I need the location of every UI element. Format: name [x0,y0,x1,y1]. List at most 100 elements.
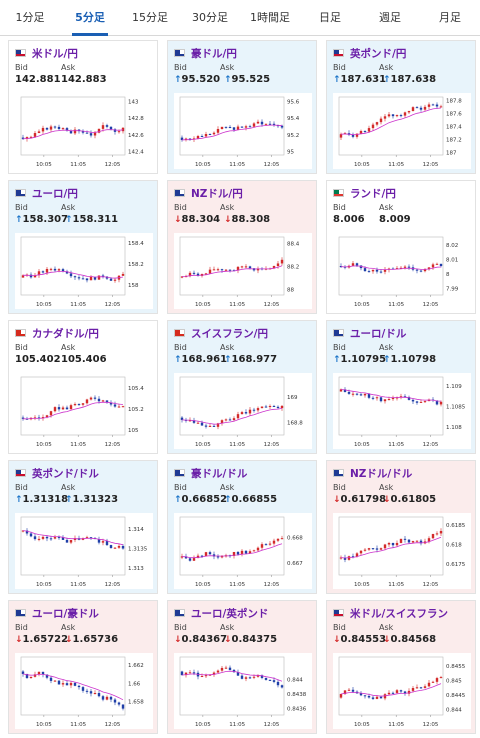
pair-name[interactable]: ユーロ/英ポンド [191,607,269,620]
tab-0[interactable]: 1分足 [15,11,45,24]
x-tick-label: 10:05 [354,722,370,728]
flag-za-icon [333,189,344,197]
candle-body [33,133,37,137]
pair-name[interactable]: ランド/円 [350,187,396,200]
tab-5[interactable]: 日足 [319,11,341,24]
pair-name[interactable]: ユーロ/豪ドル [32,607,99,620]
mini-candlestick-chart[interactable]: 1.314 1.3135 1.313 10:05 11:05 12:05 [15,513,153,589]
mini-candlestick-chart[interactable]: 0.6185 0.618 0.6175 10:05 11:05 12:05 [333,513,471,589]
rate-card[interactable]: 豪ドル/ドル Bid Ask ↑0.66852 ↑0.66855 0.668 0.667 10… [167,460,317,594]
x-tick-label: 11:05 [388,722,404,728]
rate-card[interactable]: ユーロ/英ポンド Bid Ask ↓0.84367 ↓0.84375 0.844 0.843… [167,600,317,734]
pair-name[interactable]: スイスフラン/円 [191,327,269,340]
pair-name[interactable]: 英ポンド/ドル [32,467,99,480]
candle-body [403,396,407,398]
mini-candlestick-chart[interactable]: 187.8 187.6 187.4 187.2 187 10:05 11:05 12:05 [333,93,471,169]
pair-name[interactable]: NZドル/円 [191,187,243,200]
mini-candlestick-chart[interactable]: 169 168.8 10:05 11:05 12:05 [174,373,312,449]
candle-body [37,131,41,134]
candle-body [399,690,403,692]
rate-card[interactable]: NZドル/円 Bid Ask ↓88.304 ↓88.308 88.4 88.2 88 10:0… [167,180,317,314]
x-tick-label: 11:05 [70,722,86,728]
rate-card[interactable]: ユーロ/円 Bid Ask ↑158.307 ↑158.311 158.4 158.2 158… [8,180,158,314]
mini-candlestick-chart[interactable]: 143 142.8 142.6 142.4 10:05 11:05 12:05 [15,93,153,169]
mini-candlestick-chart[interactable]: 1.109 1.1085 1.108 10:05 11:05 12:05 [333,373,471,449]
mini-candlestick-chart[interactable]: 8.02 8.01 8 7.99 10:05 11:05 12:05 [333,233,471,309]
mini-candlestick-chart[interactable]: 0.8455 0.845 0.8445 0.844 10:05 11:05 12:05 [333,653,471,729]
mini-candlestick-chart[interactable]: 105.4 105.2 105 10:05 11:05 12:05 [15,373,153,449]
bid-price: 187.631 [340,74,387,85]
candle-body [367,548,371,550]
pair-name[interactable]: NZドル/ドル [350,467,413,480]
candle-body [53,680,57,682]
candle-body [77,277,81,279]
candle-body [220,667,224,671]
mini-candlestick-chart[interactable]: 0.668 0.667 10:05 11:05 12:05 [174,513,312,589]
candle-body [121,545,125,549]
candle-body [419,270,423,272]
candle-body [236,126,240,130]
rate-card[interactable]: 米ドル/円 Bid Ask 142.881 142.883 143 142.8 142.6 14… [8,40,158,174]
y-tick-label: 95.2 [287,133,299,139]
ask-value: ↑1.31323 [65,494,118,505]
pair-name[interactable]: 英ポンド/円 [350,47,407,60]
candle-body [73,276,77,278]
rate-card[interactable]: ユーロ/豪ドル Bid Ask ↓1.65722 ↓1.65736 1.662 1.66 1.… [8,600,158,734]
mini-candlestick-chart[interactable]: 88.4 88.2 88 10:05 11:05 12:05 [174,233,312,309]
pair-name[interactable]: 米ドル/円 [32,47,78,60]
pair-name[interactable]: 豪ドル/ドル [191,467,248,480]
candle-body [109,545,113,549]
rate-card[interactable]: ランド/円 Bid Ask 8.006 8.009 8.02 8.01 8 7.99 10:05 1… [326,180,476,314]
direction-up-icon: ↑ [224,495,232,505]
candle-body [367,128,371,132]
tab-3[interactable]: 30分足 [192,11,228,24]
candle-body [252,409,256,411]
rate-card[interactable]: 英ポンド/円 Bid Ask ↑187.631 ↑187.638 187.8 187.6 18… [326,40,476,174]
pair-name[interactable]: カナダドル/円 [32,327,99,340]
candle-body [65,539,69,543]
candle-body [351,689,355,692]
candle-body [399,267,403,269]
candle-body [93,693,97,695]
candle-body [29,136,33,138]
candle-body [228,269,232,271]
candle-body [41,671,45,675]
mini-candlestick-chart[interactable]: 0.844 0.8438 0.8436 10:05 11:05 12:05 [174,653,312,729]
candle-body [343,690,347,694]
rate-card[interactable]: スイスフラン/円 Bid Ask ↑168.961 ↑168.977 169 168.8 10… [167,320,317,454]
tab-7[interactable]: 月足 [439,11,461,24]
candle-body [113,699,117,703]
candle-body [85,537,89,539]
candle-body [212,132,216,135]
pair-name[interactable]: 豪ドル/円 [191,47,237,60]
card-header: 米ドル/スイスフラン [333,606,448,620]
rate-card[interactable]: ユーロ/ドル Bid Ask ↑1.10795 ↑1.10798 1.109 1.1085 1… [326,320,476,454]
bid-value: ↓0.84553 [333,634,386,645]
tab-4[interactable]: 1時間足 [250,11,290,24]
rate-card[interactable]: カナダドル/円 Bid Ask 105.402 105.406 105.4 105.2 105… [8,320,158,454]
mini-candlestick-chart[interactable]: 95.6 95.4 95.2 95 10:05 11:05 12:05 [174,93,312,169]
rate-card[interactable]: 豪ドル/円 Bid Ask ↑95.520 ↑95.525 95.6 95.4 95.2 95 1… [167,40,317,174]
tab-2[interactable]: 15分足 [132,11,168,24]
tab-1[interactable]: 5分足 [60,0,120,36]
pair-name[interactable]: 米ドル/スイスフラン [350,607,449,620]
candle-body [208,674,212,676]
rate-card[interactable]: 英ポンド/ドル Bid Ask ↑1.31318 ↑1.31323 1.314 1.3135… [8,460,158,594]
pair-name[interactable]: ユーロ/ドル [350,327,407,340]
moving-average-line [22,401,124,420]
candle-body [25,137,29,139]
bid-price: 1.65722 [22,634,69,645]
pair-name[interactable]: ユーロ/円 [32,187,78,200]
candle-body [25,530,29,534]
rate-card[interactable]: NZドル/ドル Bid Ask ↓0.61798 ↓0.61805 0.6185 0.618… [326,460,476,594]
mini-candlestick-chart[interactable]: 158.4 158.2 158 10:05 11:05 12:05 [15,233,153,309]
candle-body [101,400,105,402]
mini-candlestick-chart[interactable]: 1.662 1.66 1.658 10:05 11:05 12:05 [15,653,153,729]
ask-label: Ask [61,63,76,72]
tab-6[interactable]: 週足 [379,11,401,24]
y-tick-label: 7.99 [446,286,459,292]
candle-body [439,530,443,534]
candle-body [367,271,371,273]
direction-down-icon: ↓ [333,635,341,645]
rate-card[interactable]: 米ドル/スイスフラン Bid Ask ↓0.84553 ↓0.84568 0.8455 0.… [326,600,476,734]
